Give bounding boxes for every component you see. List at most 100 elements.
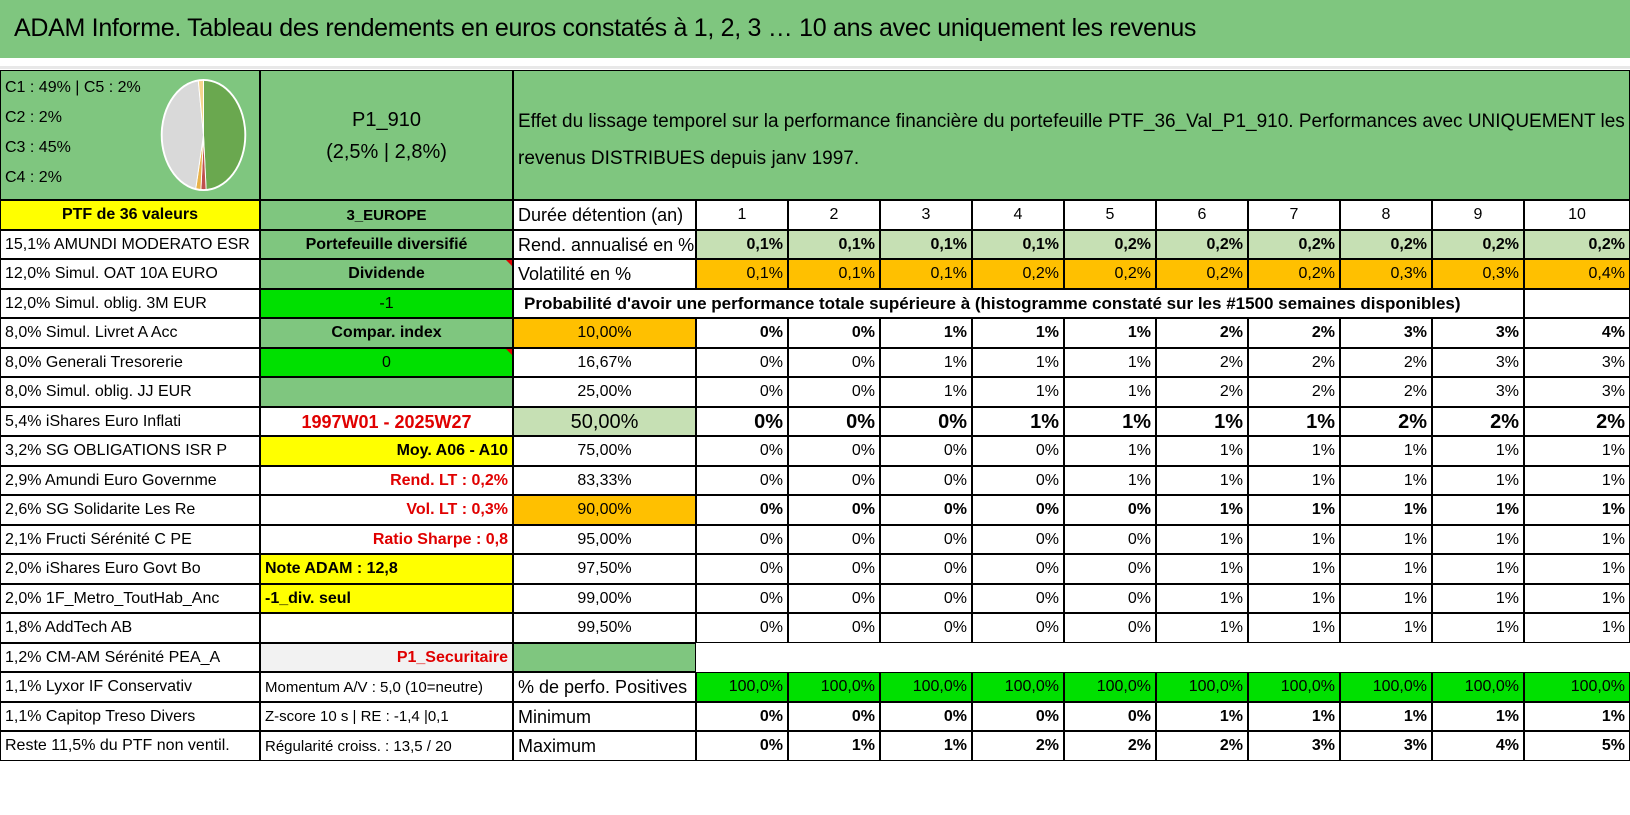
- probability-value-0-4: 1%: [972, 318, 1064, 348]
- probability-value-2-10: 3%: [1524, 377, 1630, 407]
- probability-title: Probabilité d'avoir une performance tota…: [513, 289, 1524, 318]
- probability-value-2-2: 0%: [788, 377, 880, 407]
- rendement-row-value-2: 0,1%: [788, 230, 880, 259]
- volatility-row-value-4: 0,2%: [972, 259, 1064, 289]
- probability-value-4-5: 1%: [1064, 436, 1156, 466]
- probability-value-8-10: 1%: [1524, 554, 1630, 584]
- probability-value-8-3: 0%: [880, 554, 972, 584]
- probability-value-6-10: 1%: [1524, 495, 1630, 525]
- maximum-row-value-5: 2%: [1064, 731, 1156, 761]
- probability-value-4-6: 1%: [1156, 436, 1248, 466]
- volatility-row-value-8: 0,3%: [1340, 259, 1432, 289]
- probability-value-8-7: 1%: [1248, 554, 1340, 584]
- comment-marker: [506, 349, 512, 355]
- probability-value-7-3: 0%: [880, 525, 972, 554]
- portfolio-name: P1_910: [352, 109, 421, 131]
- probability-value-9-7: 1%: [1248, 584, 1340, 613]
- volatility-row-value-1: 0,1%: [696, 259, 788, 289]
- minimum-row-value-2: 0%: [788, 702, 880, 731]
- info-cell-17: Z-score 10 s | RE : -1,4 |0,1: [260, 702, 513, 731]
- positive-row-label: % de perfo. Positives: [513, 672, 696, 702]
- minimum-row-value-4: 0%: [972, 702, 1064, 731]
- maximum-row-value-9: 4%: [1432, 731, 1524, 761]
- probability-value-7-8: 1%: [1340, 525, 1432, 554]
- info-cell-5: 0: [260, 348, 513, 377]
- volatility-row-value-10: 0,4%: [1524, 259, 1630, 289]
- probability-value-10-6: 1%: [1156, 613, 1248, 643]
- probability-value-7-7: 1%: [1248, 525, 1340, 554]
- positive-row-value-1: 100,0%: [696, 672, 788, 702]
- probability-value-1-7: 2%: [1248, 348, 1340, 377]
- rendement-row-label: Rend. annualisé en %: [513, 230, 696, 259]
- probability-value-7-10: 1%: [1524, 525, 1630, 554]
- probability-value-2-6: 2%: [1156, 377, 1248, 407]
- allocation-pie-chart: [160, 78, 247, 192]
- probability-value-4-8: 1%: [1340, 436, 1432, 466]
- probability-value-2-8: 2%: [1340, 377, 1432, 407]
- probability-value-0-9: 3%: [1432, 318, 1524, 348]
- probability-value-3-2: 0%: [788, 407, 880, 436]
- probability-value-0-7: 2%: [1248, 318, 1340, 348]
- probability-threshold-3: 50,00%: [513, 407, 696, 436]
- legend-line-1: C1 : 49% | C5 : 2%: [5, 79, 141, 96]
- probability-value-10-4: 0%: [972, 613, 1064, 643]
- probability-value-1-2: 0%: [788, 348, 880, 377]
- probability-value-3-7: 1%: [1248, 407, 1340, 436]
- info-cell-16: Momentum A/V : 5,0 (10=neutre): [260, 672, 513, 702]
- probability-value-3-4: 1%: [972, 407, 1064, 436]
- positive-row-value-4: 100,0%: [972, 672, 1064, 702]
- info-cell-8: Moy. A06 - A10: [260, 436, 513, 466]
- allocation-box: C1 : 49% | C5 : 2% C2 : 2% C3 : 45% C4 :…: [0, 70, 260, 200]
- info-cell-11: Ratio Sharpe : 0,8: [260, 525, 513, 554]
- maximum-row-value-7: 3%: [1248, 731, 1340, 761]
- probability-value-5-3: 0%: [880, 466, 972, 495]
- rendement-row-value-5: 0,2%: [1064, 230, 1156, 259]
- null-value-4: 4: [972, 200, 1064, 230]
- probability-value-9-5: 0%: [1064, 584, 1156, 613]
- maximum-row-label: Maximum: [513, 731, 696, 761]
- probability-value-5-10: 1%: [1524, 466, 1630, 495]
- pie-slice-c1: [203, 79, 246, 191]
- probability-threshold-4: 75,00%: [513, 436, 696, 466]
- probability-value-3-1: 0%: [696, 407, 788, 436]
- title-bar: ADAM Informe. Tableau des rendements en …: [0, 0, 1630, 62]
- probability-value-9-8: 1%: [1340, 584, 1432, 613]
- holding-row-11: 2,1% Fructi Sérénité C PE: [0, 525, 260, 554]
- probability-value-0-2: 0%: [788, 318, 880, 348]
- portfolio-box: P1_910 (2,5% | 2,8%): [260, 70, 513, 200]
- holding-row-15: 1,2% CM-AM Sérénité PEA_A: [0, 643, 260, 672]
- probability-value-8-6: 1%: [1156, 554, 1248, 584]
- holding-row-4: 8,0% Simul. Livret A Acc: [0, 318, 260, 348]
- description: Effet du lissage temporel sur la perform…: [513, 70, 1630, 200]
- probability-value-9-3: 0%: [880, 584, 972, 613]
- holding-row-18: Reste 11,5% du PTF non ventil.: [0, 731, 260, 761]
- probability-value-0-8: 3%: [1340, 318, 1432, 348]
- probability-value-5-8: 1%: [1340, 466, 1432, 495]
- probability-value-10-3: 0%: [880, 613, 972, 643]
- probability-value-7-4: 0%: [972, 525, 1064, 554]
- probability-value-10-7: 1%: [1248, 613, 1340, 643]
- probability-value-6-7: 1%: [1248, 495, 1340, 525]
- separator-band: [0, 66, 1630, 69]
- info-cell-0: 3_EUROPE: [260, 200, 513, 230]
- null-value-2: 2: [788, 200, 880, 230]
- probability-value-1-4: 1%: [972, 348, 1064, 377]
- info-cell-1: Portefeuille diversifié: [260, 230, 513, 259]
- holding-row-7: 5,4% iShares Euro Inflati: [0, 407, 260, 436]
- probability-value-3-10: 2%: [1524, 407, 1630, 436]
- maximum-row-value-8: 3%: [1340, 731, 1432, 761]
- info-cell-13: -1_div. seul: [260, 584, 513, 613]
- probability-value-7-5: 0%: [1064, 525, 1156, 554]
- probability-value-4-1: 0%: [696, 436, 788, 466]
- null-value-8: 8: [1340, 200, 1432, 230]
- probability-value-8-9: 1%: [1432, 554, 1524, 584]
- info-cell-2: Dividende: [260, 259, 513, 289]
- null-value-5: 5: [1064, 200, 1156, 230]
- probability-value-10-1: 0%: [696, 613, 788, 643]
- maximum-row-value-1: 0%: [696, 731, 788, 761]
- minimum-row-label: Minimum: [513, 702, 696, 731]
- probability-value-0-1: 0%: [696, 318, 788, 348]
- volatility-row-value-2: 0,1%: [788, 259, 880, 289]
- probability-value-5-4: 0%: [972, 466, 1064, 495]
- rendement-row-value-4: 0,1%: [972, 230, 1064, 259]
